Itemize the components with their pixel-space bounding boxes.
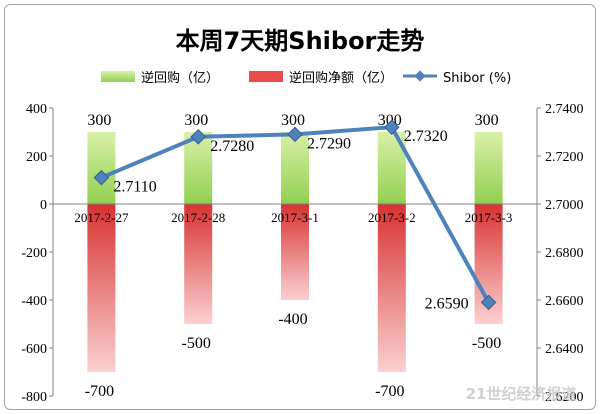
legend-swatch-net-reverse-repo [249,71,283,82]
shibor-point [287,126,303,143]
bar-net-reverse-repo [184,204,213,324]
bar-label-net-reverse-repo: -400 [278,311,307,328]
category-labels: 2017-2-27 2017-2-28 2017-3-1 2017-3-2 2017-3… [74,210,512,225]
right-tick-label: 2.6200 [545,390,584,405]
bar-label-reverse-repo: 300 [87,112,111,129]
bar-reverse-repo [474,132,503,204]
shibor-point-label: 2.6590 [425,295,469,312]
shibor-point [480,294,497,311]
legend: 逆回购（亿） 逆回购净额（亿） Shibor (%) [101,70,511,86]
category-label: 2017-3-3 [465,210,513,225]
legend-label-shibor: Shibor (%) [443,71,511,86]
category-label: 2017-3-2 [368,210,416,225]
legend-label-reverse-repo: 逆回购（亿） [141,70,219,86]
left-tick-label: 400 [26,102,47,117]
shibor-series [93,119,497,311]
bar-label-reverse-repo: 300 [281,112,305,129]
left-tick-label: 200 [26,150,47,165]
shibor-point [190,129,206,145]
legend-marker-shibor [414,70,426,82]
left-tick-label: -400 [21,294,47,309]
chart-title: 本周7天期Shibor走势 [176,27,425,55]
shibor-point-label: 2.7290 [307,135,351,152]
bar-label-net-reverse-repo: -500 [472,335,501,352]
bar-reverse-repo [87,132,116,204]
shibor-data-labels: 2.7110 2.7280 2.7290 2.7320 2.6590 [113,128,468,312]
chart-frame: 本周7天期Shibor走势 逆回购（亿） 逆回购净额（亿） Shibor (%)… [4,4,596,410]
right-tick-label: 2.6400 [545,342,584,357]
category-label: 2017-3-1 [271,210,319,225]
right-axis: 2.7400 2.7200 2.7000 2.6800 2.6600 2.6400 2.62… [536,102,584,405]
left-axis: 400 200 0 -200 -400 -600 -800 [21,102,54,405]
bar-label-net-reverse-repo: -700 [85,383,114,400]
left-tick-label: -200 [21,246,47,261]
right-tick-label: 2.6600 [545,294,584,309]
left-tick-label: -800 [21,390,47,405]
net-reverse-repo-bars [87,204,503,372]
legend-swatch-reverse-repo [101,71,135,82]
bar-net-reverse-repo [281,204,309,300]
shibor-point-label: 2.7110 [113,179,156,196]
legend-label-net-reverse-repo: 逆回购净额（亿） [289,70,393,86]
left-tick-label: 0 [40,198,47,213]
shibor-point-label: 2.7320 [404,128,448,145]
bar-label-reverse-repo: 300 [475,112,499,129]
bar-data-labels: 300 300 300 300 300-700-500-400-700-500 [85,112,502,400]
shibor-point [384,119,400,135]
shibor-point [93,169,110,186]
right-tick-label: 2.7000 [545,198,584,213]
shibor-point-label: 2.7280 [210,138,254,155]
watermark: 21世纪经济报道 [466,385,577,403]
right-tick-label: 2.6800 [545,246,584,261]
bar-label-net-reverse-repo: -700 [375,383,404,400]
bar-reverse-repo [281,132,309,204]
bar-net-reverse-repo [87,204,116,372]
category-label: 2017-2-27 [74,210,129,225]
bar-label-net-reverse-repo: -500 [182,335,211,352]
category-label: 2017-2-28 [171,210,225,225]
shibor-chart: 本周7天期Shibor走势 逆回购（亿） 逆回购净额（亿） Shibor (%)… [21,27,584,405]
bar-net-reverse-repo [377,204,406,372]
bar-label-reverse-repo: 300 [184,112,208,129]
right-tick-label: 2.7400 [545,102,584,117]
left-tick-label: -600 [21,342,47,357]
right-tick-label: 2.7200 [545,150,584,165]
